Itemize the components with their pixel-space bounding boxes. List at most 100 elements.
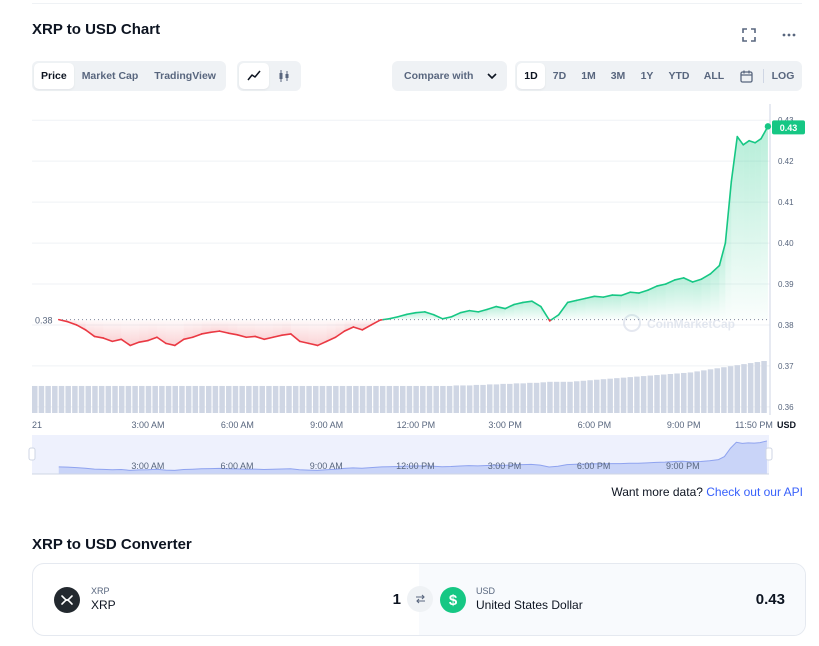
area-fill	[183, 319, 193, 340]
price-line-segment	[638, 289, 649, 294]
volume-bar	[359, 385, 366, 413]
volume-bar	[533, 382, 540, 413]
volume-bar	[366, 385, 373, 413]
price-line-segment	[504, 303, 515, 310]
price-line-segment	[441, 315, 453, 320]
log-toggle[interactable]: LOG	[771, 70, 795, 82]
volume-bar	[313, 385, 319, 413]
reference-price-label: 0.38	[35, 316, 53, 326]
y-tick-label: 0.40	[778, 239, 794, 248]
range-1y[interactable]: 1Y	[640, 70, 654, 82]
more-icon[interactable]	[780, 26, 798, 44]
range-tabs: 1D 7D 1M 3M 1Y YTD ALL LOG	[515, 61, 802, 91]
range-7d[interactable]: 7D	[552, 70, 567, 82]
area-fill	[469, 310, 479, 320]
line-chart-icon[interactable]	[239, 63, 269, 89]
volume-bar	[219, 385, 225, 413]
price-line-segment	[550, 313, 560, 321]
price-line-segment	[486, 305, 498, 311]
volume-bar	[172, 385, 178, 413]
volume-bar	[299, 385, 306, 413]
area-fill	[174, 319, 184, 346]
price-line-segment	[93, 335, 105, 339]
currency-converter: XRP XRP 1 $ USD United States Dollar 0.4…	[32, 563, 806, 636]
range-all[interactable]: ALL	[703, 70, 725, 82]
tab-tradingview[interactable]: TradingView	[154, 70, 216, 82]
volume-bar	[527, 382, 533, 413]
compare-dropdown[interactable]: Compare with	[392, 61, 508, 91]
area-fill	[246, 319, 256, 338]
volume-bar	[480, 384, 486, 413]
volume-bar	[734, 365, 741, 413]
area-fill	[112, 319, 122, 342]
from-name: XRP	[91, 598, 116, 612]
area-fill	[692, 279, 702, 320]
volume-bar	[333, 385, 339, 413]
area-fill	[647, 286, 657, 320]
area-fill	[656, 284, 666, 320]
area-fill	[424, 311, 434, 320]
tab-market-cap[interactable]: Market Cap	[81, 70, 139, 82]
from-symbol: XRP	[91, 586, 110, 596]
volume-bar	[38, 385, 45, 413]
swap-icon[interactable]	[407, 586, 433, 612]
price-line-segment	[450, 311, 462, 318]
candlestick-icon[interactable]	[269, 63, 299, 89]
price-chart-svg: 0.36 0.37 0.38 0.39 0.40 0.41 0.42 0.43 CoinMark…	[28, 104, 805, 475]
volume-bar	[259, 385, 265, 413]
volume-bar	[674, 373, 680, 413]
range-ytd[interactable]: YTD	[668, 70, 690, 82]
volume-bar	[72, 385, 78, 413]
volume-bar	[647, 375, 654, 413]
navigator-tick-label: 6:00 PM	[577, 461, 611, 471]
range-1m[interactable]: 1M	[581, 70, 596, 82]
price-line-segment	[748, 139, 756, 144]
volume-bar	[660, 374, 667, 413]
price-line-segment	[724, 180, 733, 244]
volume-bar	[701, 370, 707, 413]
area-fill	[344, 319, 354, 332]
area-fill	[683, 277, 693, 320]
volume-bar	[306, 385, 312, 413]
area-fill	[156, 319, 166, 344]
converter-target-panel	[419, 564, 805, 635]
volume-bar	[747, 363, 754, 413]
volume-bar	[607, 378, 613, 413]
volume-bar	[560, 381, 567, 413]
volume-bar	[85, 385, 92, 413]
range-1d[interactable]: 1D	[517, 63, 545, 89]
price-line-segment	[236, 333, 248, 339]
volume-bar	[627, 377, 633, 413]
area-fill	[710, 265, 720, 320]
volume-bar	[741, 364, 747, 413]
price-line-segment	[343, 326, 355, 332]
area-fill	[299, 319, 309, 344]
from-amount-input[interactable]: 1	[392, 591, 401, 608]
x-tick-label: 6:00 PM	[578, 420, 612, 430]
range-3m[interactable]: 3M	[610, 70, 626, 82]
volume-bar	[379, 385, 386, 413]
expand-icon[interactable]	[740, 26, 758, 44]
volume-bar	[687, 372, 694, 413]
price-chart[interactable]: 0.36 0.37 0.38 0.39 0.40 0.41 0.42 0.43 CoinMark…	[0, 100, 819, 480]
area-fill	[725, 181, 732, 320]
price-line-segment	[272, 334, 283, 339]
price-line-segment	[138, 339, 149, 343]
price-line-segment	[718, 242, 727, 267]
volume-bar	[132, 385, 138, 413]
volume-bar	[466, 385, 473, 413]
area-fill	[743, 140, 750, 320]
price-line-segment	[459, 309, 471, 314]
price-line-segment	[254, 335, 265, 341]
to-symbol: USD	[476, 586, 496, 596]
api-link[interactable]: Check out our API	[706, 485, 803, 499]
price-line-segment	[754, 137, 762, 144]
volume-bar	[634, 376, 640, 413]
area-fill	[201, 319, 211, 334]
volume-bar	[125, 385, 132, 413]
tab-price[interactable]: Price	[34, 63, 74, 89]
calendar-icon[interactable]	[731, 63, 761, 89]
area-fill	[290, 319, 300, 342]
volume-bar	[192, 385, 199, 413]
price-line-segment	[629, 291, 640, 294]
